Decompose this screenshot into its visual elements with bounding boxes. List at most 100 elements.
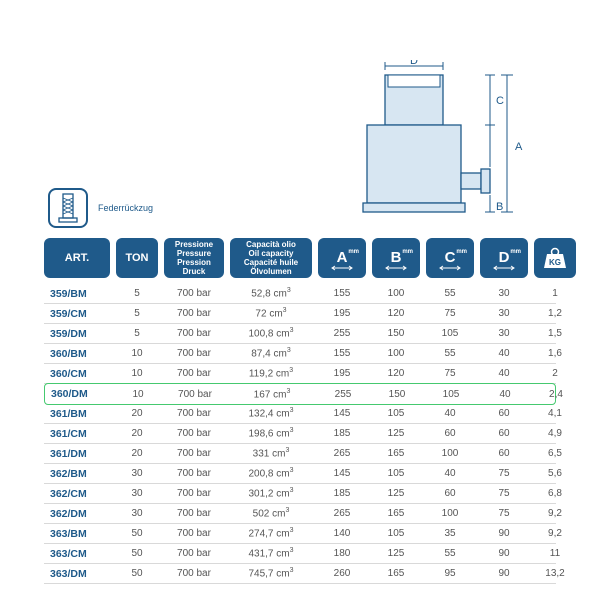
table-row: 361/DM20700 bar331 cm3265165100606,5 bbox=[44, 444, 556, 464]
cell-a: 195 bbox=[318, 308, 366, 319]
cell-art: 362/CM bbox=[44, 488, 110, 500]
table-row: 363/CM50700 bar431,7 cm3180125559011 bbox=[44, 544, 556, 564]
dim-d-label: D bbox=[410, 60, 418, 67]
cell-d: 75 bbox=[480, 468, 528, 479]
cell-c: 55 bbox=[426, 348, 474, 359]
cell-a: 180 bbox=[318, 548, 366, 559]
cell-b: 165 bbox=[372, 568, 420, 579]
cell-b: 165 bbox=[372, 508, 420, 519]
cell-art: 361/BM bbox=[44, 408, 110, 420]
th-oil: Capacità olio Oil capacity Capacité huil… bbox=[230, 238, 312, 278]
table-row: 362/CM30700 bar301,2 cm318512560756,8 bbox=[44, 484, 556, 504]
cell-art: 359/CM bbox=[44, 308, 110, 320]
cell-d: 30 bbox=[480, 288, 528, 299]
cell-b: 165 bbox=[372, 448, 420, 459]
cell-pressure: 700 bar bbox=[164, 548, 224, 559]
cell-c: 105 bbox=[427, 389, 475, 400]
cell-kg: 6,5 bbox=[534, 448, 576, 459]
cell-a: 255 bbox=[318, 328, 366, 339]
cell-c: 105 bbox=[426, 328, 474, 339]
cell-ton: 5 bbox=[116, 308, 158, 319]
cell-d: 40 bbox=[480, 368, 528, 379]
table-row: 359/DM5700 bar100,8 cm3255150105301,5 bbox=[44, 324, 556, 344]
cell-a: 185 bbox=[318, 488, 366, 499]
cell-d: 30 bbox=[480, 328, 528, 339]
cell-kg: 4,9 bbox=[534, 428, 576, 439]
cell-b: 100 bbox=[372, 288, 420, 299]
table-row: 362/DM30700 bar502 cm3265165100759,2 bbox=[44, 504, 556, 524]
cell-kg: 4,1 bbox=[534, 408, 576, 419]
th-ton: TON bbox=[116, 238, 158, 278]
th-pressure: Pressione Pressure Pression Druck bbox=[164, 238, 224, 278]
cell-a: 265 bbox=[318, 448, 366, 459]
cell-a: 145 bbox=[318, 468, 366, 479]
cell-oil: 331 cm3 bbox=[230, 447, 312, 459]
cell-d: 60 bbox=[480, 428, 528, 439]
table-row: 359/CM5700 bar72 cm319512075301,2 bbox=[44, 304, 556, 324]
table-row: 361/CM20700 bar198,6 cm318512560604,9 bbox=[44, 424, 556, 444]
cell-ton: 30 bbox=[116, 468, 158, 479]
cell-ton: 50 bbox=[116, 568, 158, 579]
cell-pressure: 700 bar bbox=[164, 508, 224, 519]
cell-oil: 200,8 cm3 bbox=[230, 467, 312, 479]
table-row: 363/DM50700 bar745,7 cm3260165959013,2 bbox=[44, 564, 556, 584]
cell-pressure: 700 bar bbox=[164, 568, 224, 579]
cell-oil: 431,7 cm3 bbox=[230, 547, 312, 559]
cell-oil: 167 cm3 bbox=[231, 388, 313, 400]
table-row: 360/CM10700 bar119,2 cm319512075402 bbox=[44, 364, 556, 384]
cell-b: 150 bbox=[372, 328, 420, 339]
cell-kg: 9,2 bbox=[534, 508, 576, 519]
cell-pressure: 700 bar bbox=[164, 368, 224, 379]
cell-pressure: 700 bar bbox=[164, 328, 224, 339]
cell-pressure: 700 bar bbox=[164, 428, 224, 439]
cell-art: 361/DM bbox=[44, 448, 110, 460]
cell-oil: 52,8 cm3 bbox=[230, 287, 312, 299]
cell-kg: 1,2 bbox=[534, 308, 576, 319]
technical-drawing: A C B D bbox=[315, 60, 525, 235]
cell-d: 90 bbox=[480, 548, 528, 559]
table-row: 359/BM5700 bar52,8 cm315510055301 bbox=[44, 284, 556, 304]
cell-oil: 119,2 cm3 bbox=[230, 367, 312, 379]
cell-ton: 20 bbox=[116, 428, 158, 439]
cell-c: 55 bbox=[426, 288, 474, 299]
cell-oil: 274,7 cm3 bbox=[230, 527, 312, 539]
cell-d: 60 bbox=[480, 448, 528, 459]
dim-a-label: A bbox=[515, 141, 523, 153]
cell-a: 145 bbox=[318, 408, 366, 419]
cell-a: 140 bbox=[318, 528, 366, 539]
cell-ton: 10 bbox=[116, 368, 158, 379]
cell-a: 265 bbox=[318, 508, 366, 519]
cell-oil: 745,7 cm3 bbox=[230, 567, 312, 579]
cell-pressure: 700 bar bbox=[164, 408, 224, 419]
th-art: ART. bbox=[44, 238, 110, 278]
cell-c: 95 bbox=[426, 568, 474, 579]
th-dim-a: A mm bbox=[318, 238, 366, 278]
table-row: 360/DM10700 bar167 cm3255150105402,4 bbox=[44, 383, 556, 405]
table-row: 361/BM20700 bar132,4 cm314510540604,1 bbox=[44, 404, 556, 424]
cell-b: 125 bbox=[372, 488, 420, 499]
cell-d: 75 bbox=[480, 508, 528, 519]
cell-kg: 11 bbox=[534, 548, 576, 559]
cell-a: 185 bbox=[318, 428, 366, 439]
th-dim-b: B mm bbox=[372, 238, 420, 278]
table-body: 359/BM5700 bar52,8 cm315510055301359/CM5… bbox=[44, 284, 556, 584]
cell-pressure: 700 bar bbox=[164, 448, 224, 459]
cell-b: 120 bbox=[372, 368, 420, 379]
cell-kg: 5,6 bbox=[534, 468, 576, 479]
table-row: 362/BM30700 bar200,8 cm314510540755,6 bbox=[44, 464, 556, 484]
cell-oil: 132,4 cm3 bbox=[230, 407, 312, 419]
cell-kg: 1,5 bbox=[534, 328, 576, 339]
th-dim-d: D mm bbox=[480, 238, 528, 278]
table-row: 360/BM10700 bar87,4 cm315510055401,6 bbox=[44, 344, 556, 364]
cell-ton: 50 bbox=[116, 528, 158, 539]
cell-c: 75 bbox=[426, 368, 474, 379]
cell-ton: 50 bbox=[116, 548, 158, 559]
cell-c: 75 bbox=[426, 308, 474, 319]
cell-c: 35 bbox=[426, 528, 474, 539]
cell-oil: 72 cm3 bbox=[230, 307, 312, 319]
dim-c-label: C bbox=[496, 95, 504, 107]
cell-oil: 301,2 cm3 bbox=[230, 487, 312, 499]
cell-kg: 2 bbox=[534, 368, 576, 379]
cell-kg: 1 bbox=[534, 288, 576, 299]
feature-row: Federrückzug bbox=[48, 188, 153, 228]
